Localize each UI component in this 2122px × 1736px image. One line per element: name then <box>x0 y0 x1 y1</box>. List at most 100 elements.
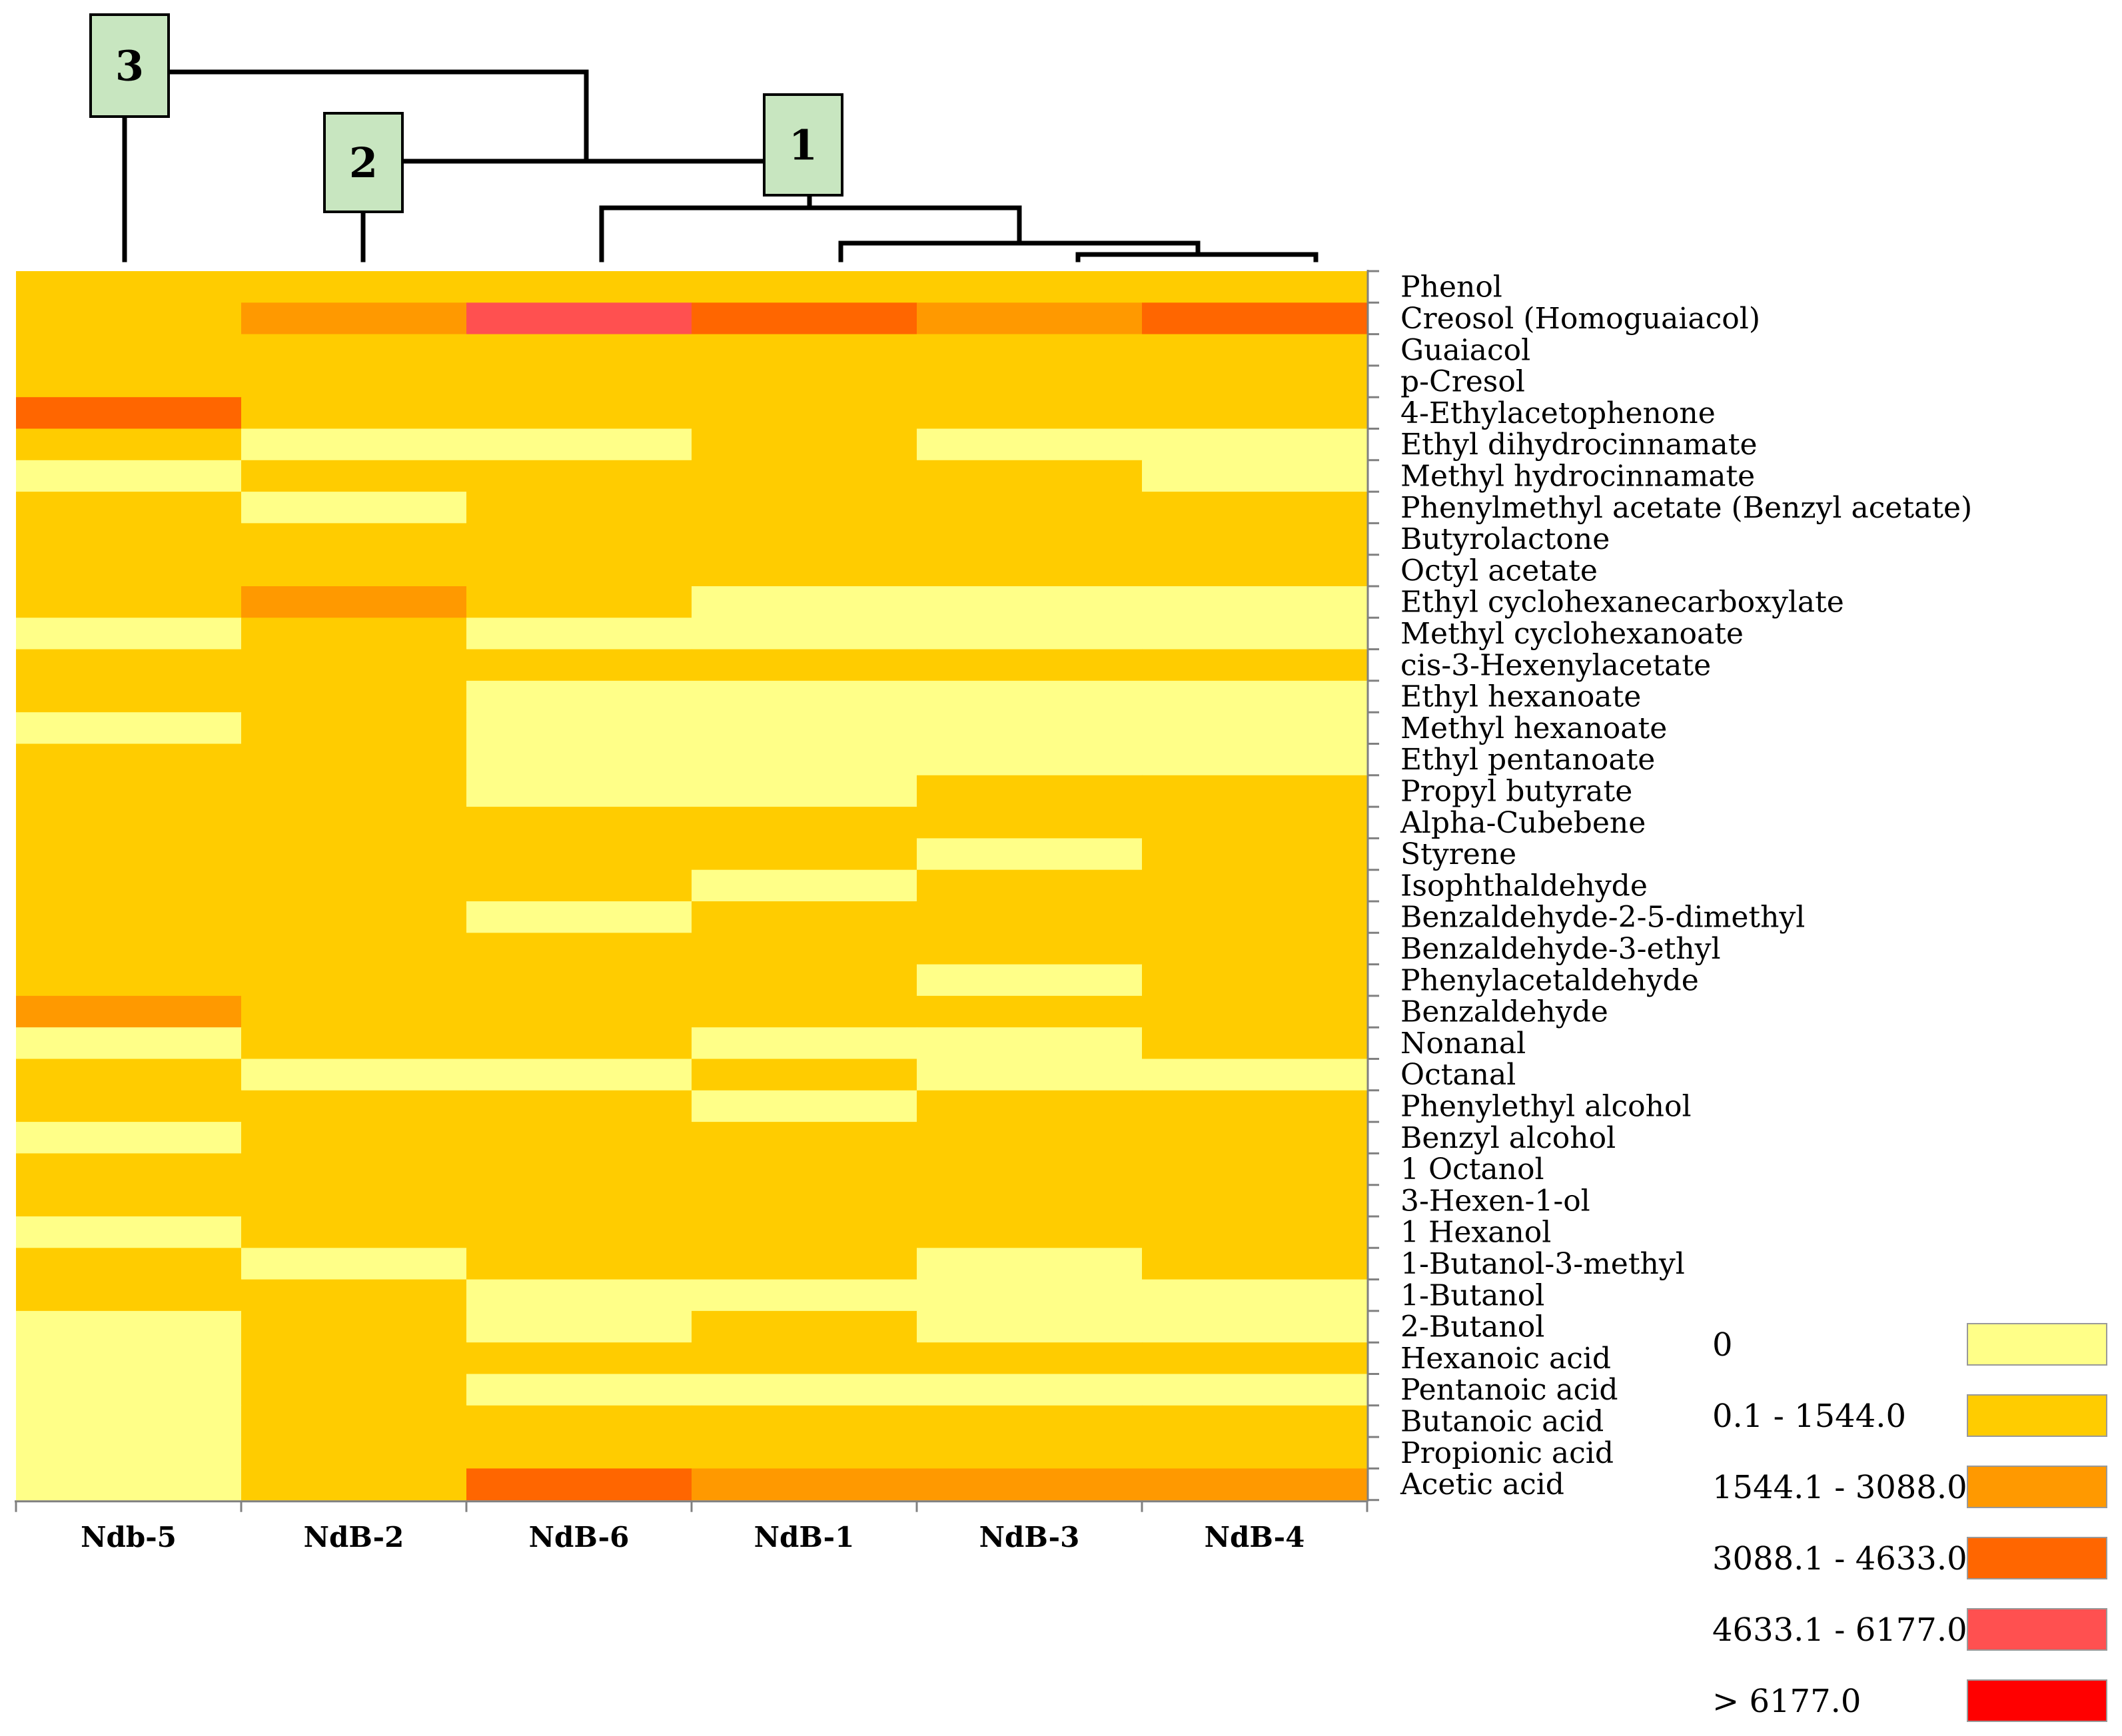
heatmap-cell <box>241 1310 467 1343</box>
heatmap-cell <box>241 1437 467 1469</box>
heatmap-cell <box>1142 1310 1368 1343</box>
heatmap-cell <box>16 397 242 430</box>
heatmap-cell <box>466 1090 692 1122</box>
compound-label: Hexanoic acid <box>1400 1342 1611 1376</box>
heatmap-cell <box>1142 869 1368 902</box>
compound-label: Nonanal <box>1400 1027 1526 1061</box>
heatmap-cell <box>692 743 917 776</box>
heatmap-cell <box>692 1468 917 1501</box>
heatmap-cell <box>692 1184 917 1217</box>
heatmap-cell <box>692 933 917 965</box>
heatmap-cell <box>466 933 692 965</box>
heatmap-cell <box>917 869 1143 902</box>
heatmap-cell <box>241 680 467 713</box>
heatmap-cell <box>466 460 692 492</box>
heatmap-cell <box>1142 1405 1368 1438</box>
heatmap-cell <box>1142 334 1368 366</box>
heatmap-cell <box>1142 1248 1368 1280</box>
heatmap-cell <box>466 1184 692 1217</box>
heatmap-cell <box>1142 618 1368 650</box>
compound-label: Ethyl hexanoate <box>1400 680 1641 714</box>
heatmap-cell <box>692 1027 917 1060</box>
heatmap-cell <box>466 1279 692 1312</box>
compound-label: p-Cresol <box>1400 365 1525 399</box>
heatmap-cell <box>16 1405 242 1438</box>
heatmap-cell <box>692 271 917 303</box>
heatmap-cell <box>16 1122 242 1154</box>
heatmap-cell <box>692 869 917 902</box>
heatmap-cell <box>241 1059 467 1091</box>
heatmap-cell <box>917 901 1143 933</box>
heatmap-cell <box>917 995 1143 1028</box>
heatmap-cell <box>917 428 1143 461</box>
heatmap-cell <box>16 492 242 524</box>
heatmap-cell <box>917 397 1143 430</box>
heatmap-cell <box>917 1279 1143 1312</box>
heatmap-cell <box>16 618 242 650</box>
heatmap-cell <box>16 334 242 366</box>
heatmap-cell <box>241 1184 467 1217</box>
heatmap-cell <box>1142 1122 1368 1154</box>
heatmap-cell <box>466 680 692 713</box>
heatmap-cell <box>16 1216 242 1248</box>
heatmap-cell <box>16 460 242 492</box>
compound-label: Phenylethyl alcohol <box>1400 1089 1692 1123</box>
heatmap-cell <box>241 775 467 807</box>
heatmap-cell <box>16 1279 242 1312</box>
heatmap-cell <box>692 460 917 492</box>
cluster-label: 1 <box>789 121 817 170</box>
compound-label: 1-Butanol-3-methyl <box>1400 1247 1685 1281</box>
heatmap-cell <box>692 554 917 587</box>
heatmap-cell <box>1142 1342 1368 1375</box>
heatmap-cell <box>16 271 242 303</box>
heatmap-cell <box>1142 397 1368 430</box>
heatmap-cell <box>241 365 467 398</box>
sample-label: NdB-2 <box>304 1521 404 1553</box>
heatmap-cell <box>1142 680 1368 713</box>
legend-label: 1544.1 - 3088.0 <box>1712 1469 1967 1506</box>
heatmap-cell <box>917 271 1143 303</box>
heatmap-cell <box>241 869 467 902</box>
heatmap-cell <box>692 680 917 713</box>
heatmap-cell <box>466 554 692 587</box>
legend-swatch <box>1967 1394 2107 1437</box>
heatmap-cell <box>692 365 917 398</box>
compound-label: 3-Hexen-1-ol <box>1400 1184 1590 1218</box>
heatmap-cell <box>1142 649 1368 681</box>
heatmap-cell <box>692 1342 917 1375</box>
heatmap-cell <box>692 492 917 524</box>
heatmap-cell <box>1142 995 1368 1028</box>
heatmap-cell <box>466 492 692 524</box>
heatmap-cell <box>1142 492 1368 524</box>
heatmap-cell <box>241 995 467 1028</box>
heatmap-cell <box>241 1248 467 1280</box>
heatmap-cell <box>692 1437 917 1469</box>
compound-label: 4-Ethylacetophenone <box>1400 396 1716 430</box>
heatmap-cell <box>1142 365 1368 398</box>
heatmap-cell <box>917 838 1143 871</box>
heatmap-cell <box>692 995 917 1028</box>
heatmap-cell <box>241 649 467 681</box>
heatmap-cell <box>16 964 242 997</box>
cluster-box <box>89 13 170 118</box>
compound-label: Propyl butyrate <box>1400 774 1632 808</box>
heatmap-cell <box>241 901 467 933</box>
heatmap-cell <box>241 523 467 556</box>
compound-label: Alpha-Cubebene <box>1400 806 1646 840</box>
heatmap-cell <box>692 775 917 807</box>
heatmap-cell <box>466 649 692 681</box>
heatmap-cell <box>692 838 917 871</box>
heatmap-cell <box>692 1248 917 1280</box>
heatmap-cell <box>692 649 917 681</box>
heatmap-cell <box>16 680 242 713</box>
heatmap-cell <box>917 460 1143 492</box>
heatmap-cell <box>917 1437 1143 1469</box>
legend: 0 0.1 - 1544.0 1544.1 - 3088.0 3088.1 - 463… <box>1712 1323 2107 1722</box>
heatmap-cell <box>692 712 917 745</box>
heatmap-cell <box>466 1059 692 1091</box>
heatmap-cell <box>466 1248 692 1280</box>
heatmap-cell <box>241 838 467 871</box>
sample-label: Ndb-5 <box>81 1521 177 1553</box>
